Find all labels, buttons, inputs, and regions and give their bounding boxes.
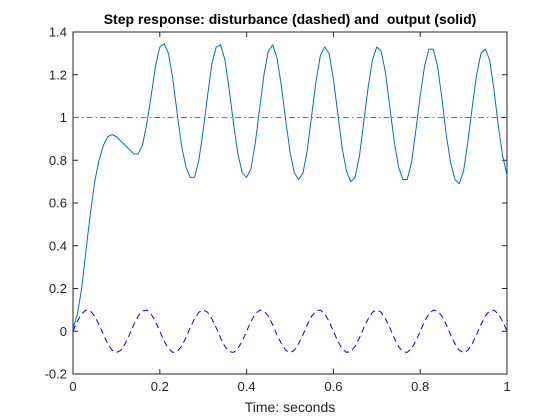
axis-ticks [72, 31, 508, 375]
x-tick-label: 1 [503, 379, 510, 394]
x-axis-label: Time: seconds [245, 399, 336, 415]
disturbance-line [72, 309, 508, 354]
x-tick-label: 0 [69, 379, 76, 394]
x-tick-label: 0.4 [238, 379, 256, 394]
y-tick-label: 0.6 [49, 196, 67, 211]
y-tick-label: 1 [60, 110, 67, 125]
x-tick-label: 0.2 [151, 379, 169, 394]
output-line [72, 43, 508, 330]
y-tick-label: 0.2 [49, 281, 67, 296]
y-tick-label: 0 [60, 324, 67, 339]
y-tick-label: -0.2 [45, 367, 67, 382]
axis-tick-labels: 0 0.2 0.4 0.6 0.8 1-0.200.20.40.60.811.21.4 [45, 25, 511, 395]
plot-lines [72, 43, 508, 354]
y-tick-label: 1.2 [49, 67, 67, 82]
y-tick-label: 1.4 [49, 25, 67, 40]
y-tick-label: 0.8 [49, 153, 67, 168]
y-tick-label: 0.4 [49, 238, 67, 253]
axes-box [72, 31, 508, 375]
chart-title: Step response: disturbance (dashed) and … [104, 11, 477, 27]
x-tick-label: 0.6 [324, 379, 342, 394]
x-tick-label: 0.8 [411, 379, 429, 394]
